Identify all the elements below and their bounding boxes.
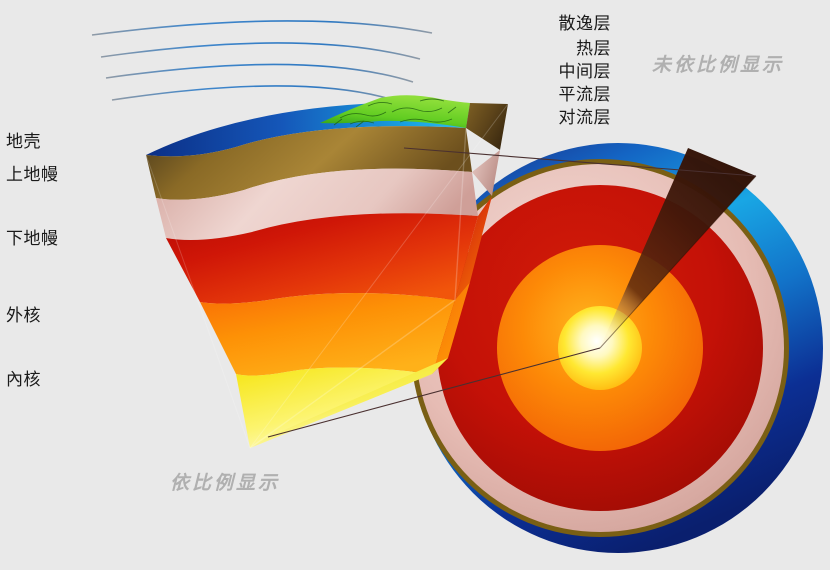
- connector-bottom: [267, 347, 601, 438]
- atmosphere-arc-4: [111, 85, 407, 105]
- wedge-crust-side: [466, 103, 508, 150]
- label-inner-core: 內核: [6, 370, 41, 390]
- sphere-cutaway-wedge: [600, 148, 756, 348]
- label-stratosphere: 平流层: [558, 85, 611, 105]
- atmosphere-arcs: [91, 20, 433, 105]
- wedge-outer-core-side: [432, 282, 470, 374]
- atmosphere-arc-1: [91, 20, 433, 36]
- connector-top: [403, 147, 757, 177]
- left-leader-lines: [6, 156, 250, 395]
- wedge-upper-mantle-side: [472, 150, 500, 196]
- label-thermosphere: 热层: [576, 39, 611, 59]
- atmosphere-arc-3: [105, 63, 414, 83]
- wedge-lower-mantle-body: [166, 213, 478, 304]
- wedge-land-surface: [320, 95, 470, 128]
- label-outer-core: 外核: [6, 306, 41, 326]
- label-lower-mantle: 下地幔: [6, 229, 59, 249]
- wedge-outer-left-edge: [145, 154, 251, 449]
- label-exosphere: 散逸层: [558, 14, 611, 34]
- label-crust: 地壳: [6, 132, 41, 152]
- label-upper-mantle: 上地幔: [6, 165, 59, 185]
- label-mesosphere: 中间层: [558, 62, 611, 82]
- wedge-outer-core-body: [200, 293, 455, 376]
- wedge-crust-front: [146, 126, 472, 200]
- wedge-lower-mantle-side: [455, 196, 492, 300]
- sphere-cutaway-wedge-edge: [599, 175, 757, 349]
- wedge-upper-mantle-front: [156, 168, 478, 240]
- wedge-outer-right-edge: [249, 103, 509, 449]
- atmosphere-arc-2: [100, 42, 421, 60]
- wedge-fold-edge: [249, 127, 467, 449]
- caption-not-to-scale: 未依比例显示: [652, 54, 785, 76]
- right-leader-lines: [403, 35, 612, 132]
- caption-scaled: 依比例显示: [170, 472, 281, 494]
- wedge-inner-core-side: [250, 358, 448, 448]
- earth-wedge-cutaway: [145, 95, 509, 449]
- wedge-to-sphere-connectors: [267, 147, 757, 438]
- label-troposphere: 对流层: [558, 108, 611, 128]
